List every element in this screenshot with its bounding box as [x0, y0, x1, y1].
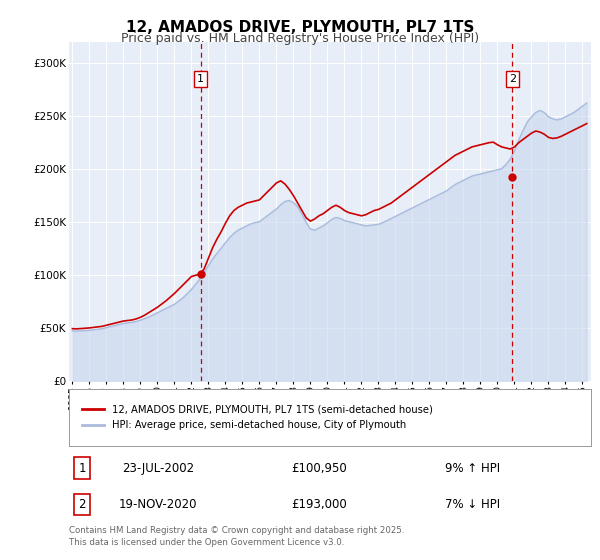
Text: 9% ↑ HPI: 9% ↑ HPI — [445, 461, 500, 475]
Text: Contains HM Land Registry data © Crown copyright and database right 2025.
This d: Contains HM Land Registry data © Crown c… — [69, 526, 404, 547]
Text: 19-NOV-2020: 19-NOV-2020 — [118, 498, 197, 511]
Text: 1: 1 — [78, 461, 86, 475]
Text: 2: 2 — [509, 74, 516, 84]
Text: Price paid vs. HM Land Registry's House Price Index (HPI): Price paid vs. HM Land Registry's House … — [121, 32, 479, 45]
Legend: 12, AMADOS DRIVE, PLYMOUTH, PL7 1TS (semi-detached house), HPI: Average price, s: 12, AMADOS DRIVE, PLYMOUTH, PL7 1TS (sem… — [79, 402, 436, 433]
Text: 1: 1 — [197, 74, 204, 84]
Text: 23-JUL-2002: 23-JUL-2002 — [122, 461, 194, 475]
Text: 12, AMADOS DRIVE, PLYMOUTH, PL7 1TS: 12, AMADOS DRIVE, PLYMOUTH, PL7 1TS — [126, 20, 474, 35]
Text: £193,000: £193,000 — [292, 498, 347, 511]
Text: £100,950: £100,950 — [292, 461, 347, 475]
Text: 7% ↓ HPI: 7% ↓ HPI — [445, 498, 500, 511]
Text: 2: 2 — [78, 498, 86, 511]
